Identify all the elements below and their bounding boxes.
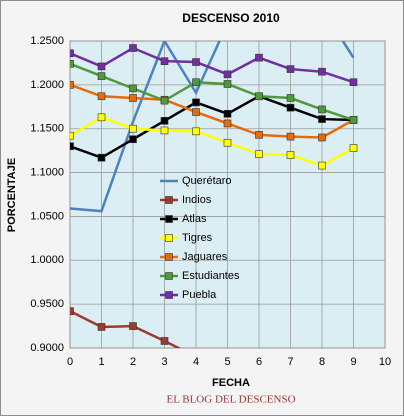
x-tick-label: 7	[287, 356, 293, 368]
point	[129, 124, 137, 133]
y-tick-label: 1.0000	[30, 254, 64, 266]
x-axis-label: FECHA	[212, 377, 250, 389]
point	[255, 53, 263, 62]
point	[349, 116, 358, 124]
point	[286, 151, 295, 159]
point	[160, 96, 169, 105]
point	[223, 70, 232, 79]
point	[255, 131, 263, 139]
x-tick-label: 1	[98, 356, 104, 368]
point	[318, 115, 326, 123]
y-tick-label: 1.0500	[30, 210, 64, 222]
point	[97, 72, 106, 80]
legend-marker	[165, 291, 173, 299]
point	[70, 60, 74, 68]
point	[192, 108, 200, 116]
chart-title: DESCENSO 2010	[182, 11, 280, 25]
point	[318, 133, 326, 142]
y-tick-label: 1.1000	[30, 166, 64, 178]
legend-label: Tigres	[182, 232, 213, 244]
point	[97, 92, 106, 101]
y-tick-label: 1.2000	[30, 79, 64, 91]
point	[129, 44, 137, 52]
point	[286, 132, 295, 141]
y-tick-label: 1.2500	[30, 35, 64, 47]
point	[97, 113, 106, 122]
point	[349, 78, 358, 87]
point	[223, 138, 232, 147]
y-axis-label: PORCENTAJE	[6, 158, 18, 232]
point	[70, 81, 74, 89]
legend-label: Indios	[182, 194, 212, 206]
point	[255, 150, 263, 158]
series-line	[70, 115, 355, 167]
x-tick-label: 2	[130, 356, 136, 368]
legend-marker	[165, 253, 173, 261]
series-line	[70, 46, 354, 84]
series-line	[70, 94, 354, 160]
legend-label: Jaguares	[182, 251, 228, 263]
point	[97, 323, 106, 331]
point	[70, 131, 74, 140]
y-tick-label: 0.9000	[30, 342, 64, 354]
point	[192, 98, 200, 107]
y-tick-label: 1.1500	[30, 123, 64, 135]
legend-marker	[165, 272, 173, 280]
series-line	[70, 41, 355, 213]
point	[192, 78, 200, 87]
series-line	[70, 83, 355, 139]
y-tick-label: 0.9500	[30, 298, 64, 310]
point	[97, 62, 106, 71]
point	[160, 57, 169, 65]
point	[160, 337, 169, 345]
point	[318, 161, 326, 170]
legend-label: Puebla	[182, 289, 217, 301]
point	[286, 94, 295, 102]
legend-marker	[165, 234, 173, 242]
x-tick-label: 4	[193, 356, 199, 368]
point	[70, 307, 74, 315]
x-tick-label: 9	[350, 356, 356, 368]
legend-label: Atlas	[182, 213, 207, 225]
point	[223, 119, 232, 128]
legend-marker	[165, 215, 173, 223]
point	[160, 117, 169, 125]
point	[318, 105, 326, 114]
point	[129, 322, 137, 330]
point	[318, 67, 326, 76]
point	[223, 80, 232, 88]
legend-marker	[165, 196, 173, 204]
point	[255, 92, 263, 101]
legend-label: Estudiantes	[182, 270, 240, 282]
series-line	[70, 62, 354, 122]
point	[160, 126, 169, 135]
point	[129, 84, 137, 93]
point	[223, 110, 232, 118]
x-tick-label: 0	[67, 356, 73, 368]
x-tick-label: 10	[379, 356, 391, 368]
point	[70, 142, 74, 151]
point	[97, 153, 106, 162]
point	[192, 127, 200, 136]
plot-series	[70, 41, 358, 348]
point	[349, 144, 358, 152]
x-tick-label: 5	[224, 356, 230, 368]
footer: EL BLOG DEL DESCENSO	[166, 394, 295, 406]
x-tick-label: 3	[161, 356, 167, 368]
point	[286, 65, 295, 73]
point	[129, 135, 137, 144]
point	[192, 58, 200, 66]
legend-label: Querétaro	[182, 175, 232, 187]
point	[129, 94, 137, 102]
point	[286, 103, 295, 112]
point	[70, 49, 74, 58]
x-tick-label: 6	[256, 356, 262, 368]
x-tick-label: 8	[319, 356, 325, 368]
